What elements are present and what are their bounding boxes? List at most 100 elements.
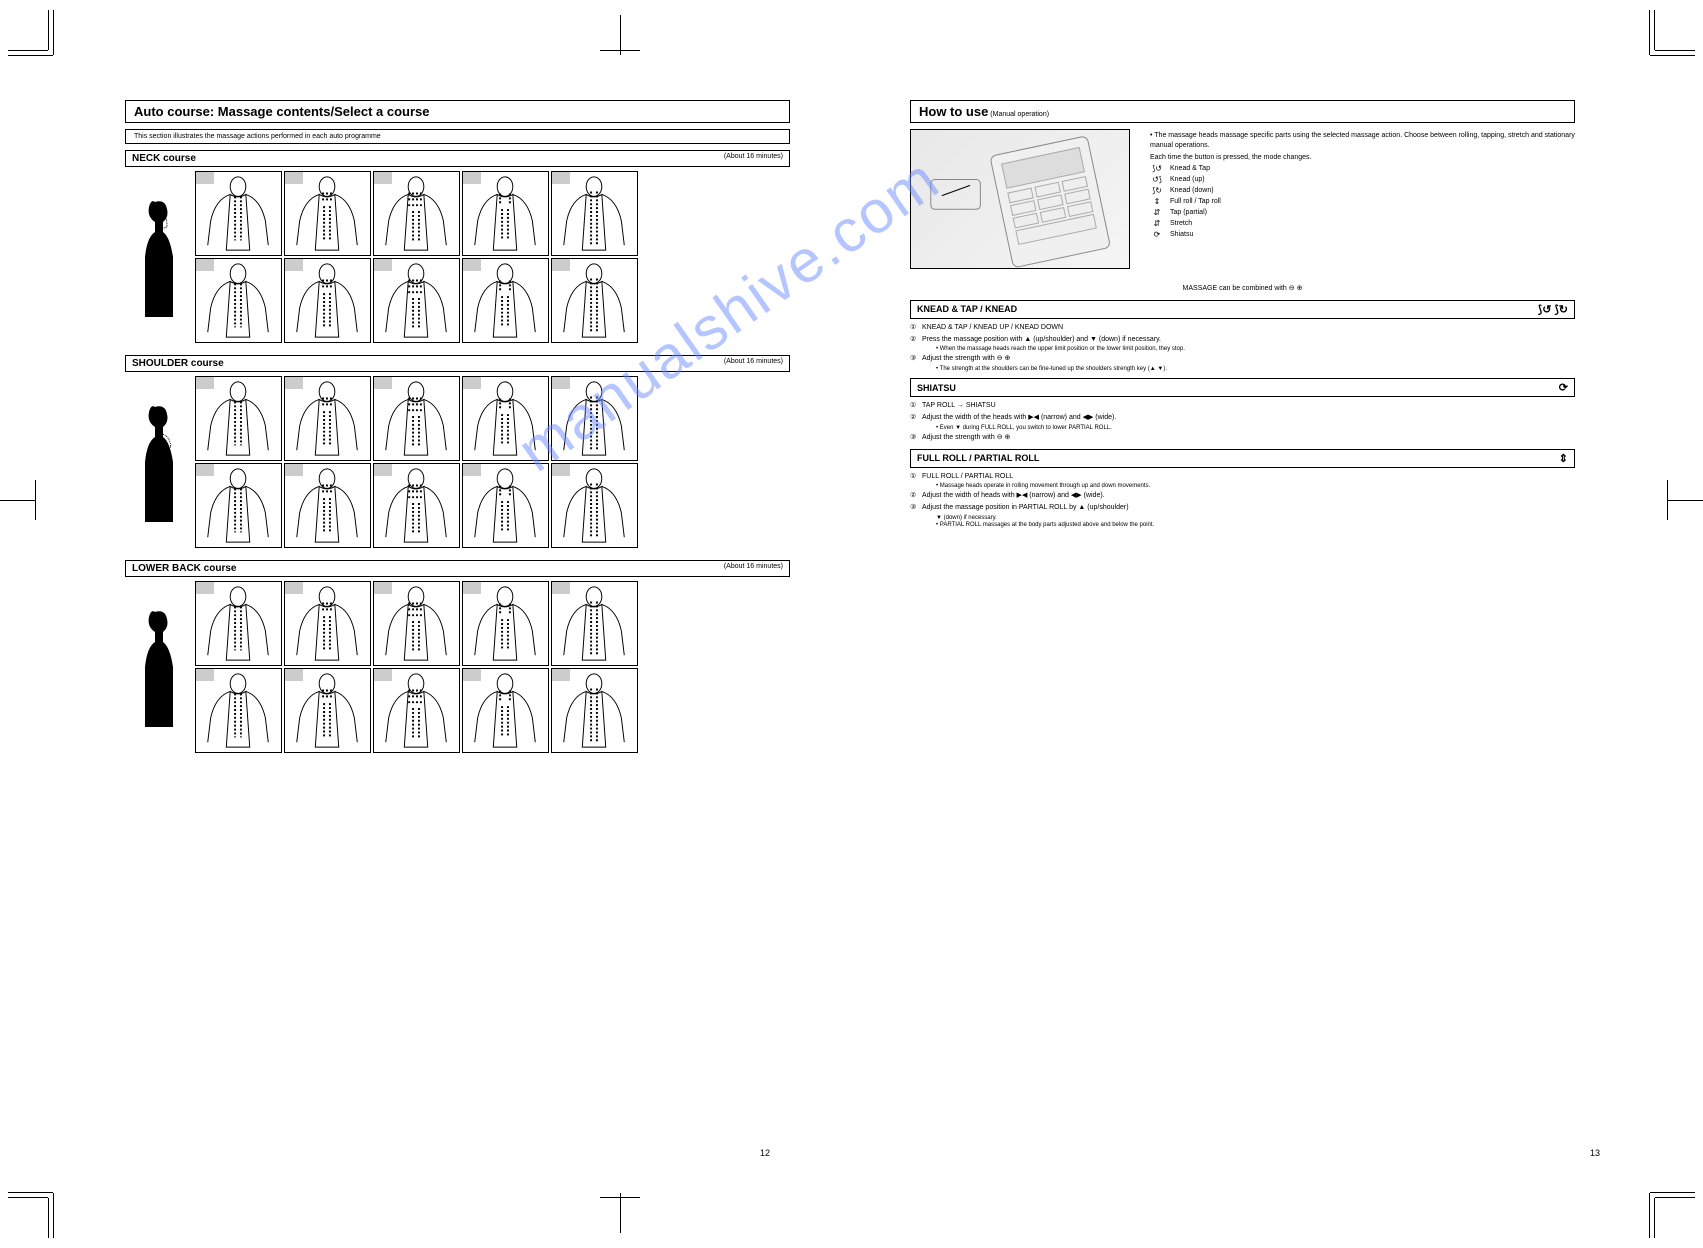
step-line: ③Adjust the strength with ⊖ ⊕ [910,354,1575,364]
massage-thumb [284,258,371,343]
massage-thumb [195,171,282,256]
page-number: 12 [760,1148,770,1158]
step-line: • When the massage heads reach the upper… [924,346,1575,352]
page-title: Auto course: Massage contents/Select a c… [134,104,781,119]
massage-thumb [284,171,371,256]
key-label: Full roll / Tap roll [1170,198,1221,205]
step-number: ③ [910,503,922,513]
step-text: KNEAD & TAP / KNEAD UP / KNEAD DOWN [922,324,1063,331]
page-left: Auto course: Massage contents/Select a c… [0,0,850,1248]
massage-thumb [284,668,371,753]
key-icon: ⟳ [1150,230,1164,239]
page-number: 13 [1590,1148,1600,1158]
bullet: • [1150,132,1152,139]
massage-thumb [284,376,371,461]
step-text: • Massage heads operate in rolling movem… [936,483,1150,489]
key-label: Knead (up) [1170,176,1205,183]
course-time: (About 16 minutes) [724,358,783,369]
remote-photo [910,129,1130,269]
step-line: ②Adjust the width of the heads with ▶◀ (… [910,413,1575,423]
massage-thumb [462,376,549,461]
massage-thumb [462,581,549,666]
step-text: Adjust the width of heads with ▶◀ (narro… [922,492,1105,499]
mode-title: KNEAD & TAP / KNEAD [917,304,1017,314]
massage-thumb [373,376,460,461]
page-subtitle: (Manual operation) [990,111,1049,118]
mode-icon: ⟳ [1559,381,1568,394]
key-item: ⟆↻Knead (down) [1150,186,1575,195]
massage-thumb [551,171,638,256]
massage-thumb [373,668,460,753]
mode-icon: ⇕ [1559,452,1568,465]
course-block [125,376,790,548]
step-line: ②Press the massage position with ▲ (up/s… [910,335,1575,345]
combo-hint: MASSAGE can be combined with ⊖ ⊕ [910,284,1575,294]
step-text: Adjust the massage position in PARTIAL R… [922,504,1129,511]
step-line: ③Adjust the strength with ⊖ ⊕ [910,433,1575,443]
step-text: ▼ (down) if necessary. [936,515,997,521]
step-line: ▼ (down) if necessary. [924,515,1575,521]
massage-thumb [551,376,638,461]
mode-title: SHIATSU [917,383,956,393]
key-hint: Each time the button is pressed, the mod… [1150,153,1575,163]
massage-thumb [551,463,638,548]
page-subtitle: This section illustrates the massage act… [134,133,781,140]
massage-thumb [284,463,371,548]
course-time: (About 16 minutes) [724,153,783,164]
title-box: How to use (Manual operation) [910,100,1575,123]
massage-thumb [462,258,549,343]
step-text: • When the massage heads reach the upper… [936,346,1185,352]
key-item: ⇵ Tap (partial) [1150,208,1575,217]
massage-thumb [195,376,282,461]
step-text: FULL ROLL / PARTIAL ROLL [922,473,1013,480]
step-line: • The strength at the shoulders can be f… [924,366,1575,372]
course-bar: NECK course (About 16 minutes) [125,150,790,167]
step-line: ①KNEAD & TAP / KNEAD UP / KNEAD DOWN [910,323,1575,333]
mode-title: FULL ROLL / PARTIAL ROLL [917,453,1039,463]
massage-thumb [462,668,549,753]
key-icon: ⟆↺ [1150,164,1164,173]
step-number: ② [910,413,922,423]
key-icon: ⇵ [1150,208,1164,217]
key-label: Tap (partial) [1170,209,1207,216]
course-name: NECK course [132,153,196,164]
key-icon: ⟆↻ [1150,186,1164,195]
massage-thumb [551,668,638,753]
step-number: ① [910,472,922,482]
mode-bar: KNEAD & TAP / KNEAD⟆↺ ⟆↻ [910,300,1575,319]
course-block [125,581,790,753]
step-text: • Even ▼ during FULL ROLL, you switch to… [936,425,1112,431]
key-icon: ⇵ [1150,219,1164,228]
key-list: • The massage heads massage specific par… [1150,129,1575,269]
mode-bar: SHIATSU ⟳ [910,378,1575,397]
mode-bar: FULL ROLL / PARTIAL ROLL ⇕ [910,449,1575,468]
step-line: ②Adjust the width of heads with ▶◀ (narr… [910,491,1575,501]
massage-thumb [551,581,638,666]
step-line: • Even ▼ during FULL ROLL, you switch to… [924,425,1575,431]
thumb-grid [195,581,650,753]
massage-thumb [373,171,460,256]
key-icon: ⇕ [1150,197,1164,206]
step-line: ③Adjust the massage position in PARTIAL … [910,503,1575,513]
step-text: Adjust the strength with ⊖ ⊕ [922,434,1010,441]
key-item: ⇕ Full roll / Tap roll [1150,197,1575,206]
key-label: Knead & Tap [1170,165,1210,172]
massage-thumb [195,668,282,753]
step-number: ③ [910,433,922,443]
massage-thumb [195,258,282,343]
massage-thumb [373,463,460,548]
massage-thumb [373,258,460,343]
key-item: ⟆↺ Knead & Tap [1150,164,1575,173]
massage-thumb [462,463,549,548]
massage-thumb [195,581,282,666]
massage-thumb [373,581,460,666]
course-bar: SHOULDER course(About 16 minutes) [125,355,790,372]
step-number: ① [910,323,922,333]
step-text: • The strength at the shoulders can be f… [936,366,1167,372]
course-name: LOWER BACK course [132,563,236,574]
key-label: Shiatsu [1170,231,1193,238]
thumb-grid [195,376,650,548]
massage-thumb [284,581,371,666]
intro-text: The massage heads massage specific parts… [1150,132,1575,149]
step-text: Adjust the strength with ⊖ ⊕ [922,355,1010,362]
